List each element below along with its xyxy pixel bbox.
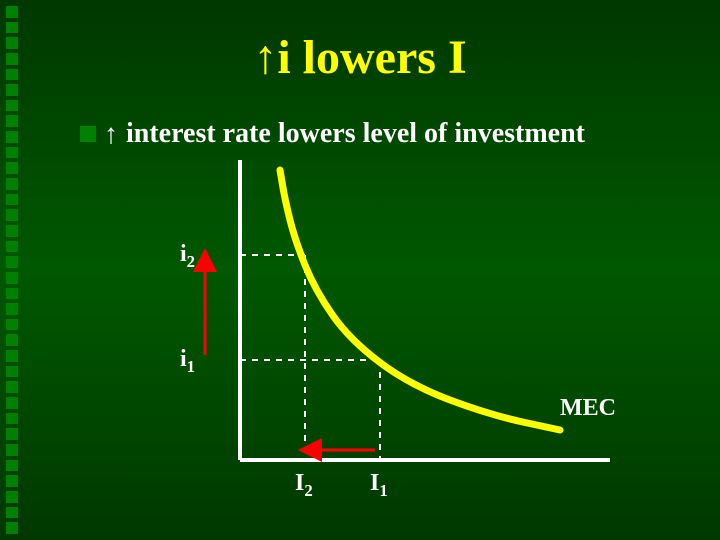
y-label-i1: i1 — [180, 346, 195, 377]
y-label-i2: i2 — [180, 241, 195, 272]
x-label-I2: I2 — [295, 470, 313, 501]
mec-chart: i2 i1 I2 I1 MEC — [140, 160, 620, 510]
chart-svg — [140, 160, 620, 510]
side-decoration — [6, 6, 26, 534]
bullet-square-icon — [80, 126, 96, 142]
x-label-I1: I1 — [370, 470, 388, 501]
up-arrow-icon: ↑ — [104, 118, 118, 150]
slide-title: ↑i lowers I — [0, 30, 720, 85]
curve-label-mec: MEC — [560, 395, 616, 422]
title-text: i lowers I — [277, 31, 466, 84]
bullet-item: ↑ interest rate lowers level of investme… — [80, 118, 585, 150]
bullet-text: interest rate lowers level of investment — [126, 118, 585, 150]
up-arrow-icon: ↑ — [253, 31, 277, 84]
